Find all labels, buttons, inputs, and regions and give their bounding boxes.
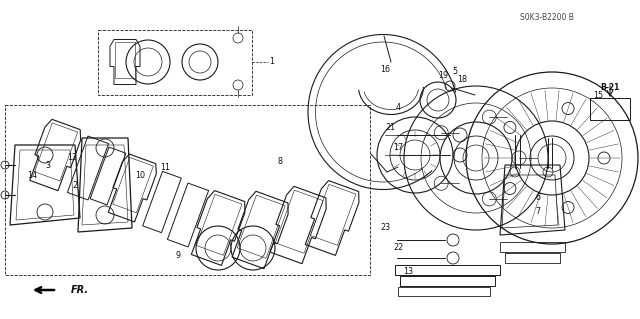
Bar — [590, 98, 630, 120]
Text: 7: 7 — [536, 207, 541, 217]
Text: 18: 18 — [457, 76, 467, 85]
Text: 2: 2 — [72, 181, 77, 189]
Text: 21: 21 — [385, 123, 395, 132]
Text: 15: 15 — [593, 91, 603, 100]
Text: 16: 16 — [380, 65, 390, 75]
Text: 4: 4 — [396, 103, 401, 113]
Text: 3: 3 — [45, 160, 51, 169]
Text: 17: 17 — [393, 144, 403, 152]
Text: 10: 10 — [135, 170, 145, 180]
Text: 1: 1 — [269, 57, 275, 66]
Text: 13: 13 — [403, 268, 413, 277]
Text: 23: 23 — [380, 224, 390, 233]
Text: 11: 11 — [160, 164, 170, 173]
Text: 22: 22 — [393, 243, 403, 253]
Text: 6: 6 — [536, 194, 541, 203]
Text: S0K3-B2200 B: S0K3-B2200 B — [520, 13, 574, 22]
Text: B-21: B-21 — [600, 83, 620, 92]
Text: FR.: FR. — [71, 285, 89, 295]
Text: 19: 19 — [438, 71, 448, 80]
Text: 8: 8 — [278, 158, 282, 167]
Text: 14: 14 — [27, 170, 37, 180]
Text: 5: 5 — [452, 68, 458, 77]
Text: 9: 9 — [175, 250, 180, 259]
Text: 12: 12 — [67, 153, 77, 162]
